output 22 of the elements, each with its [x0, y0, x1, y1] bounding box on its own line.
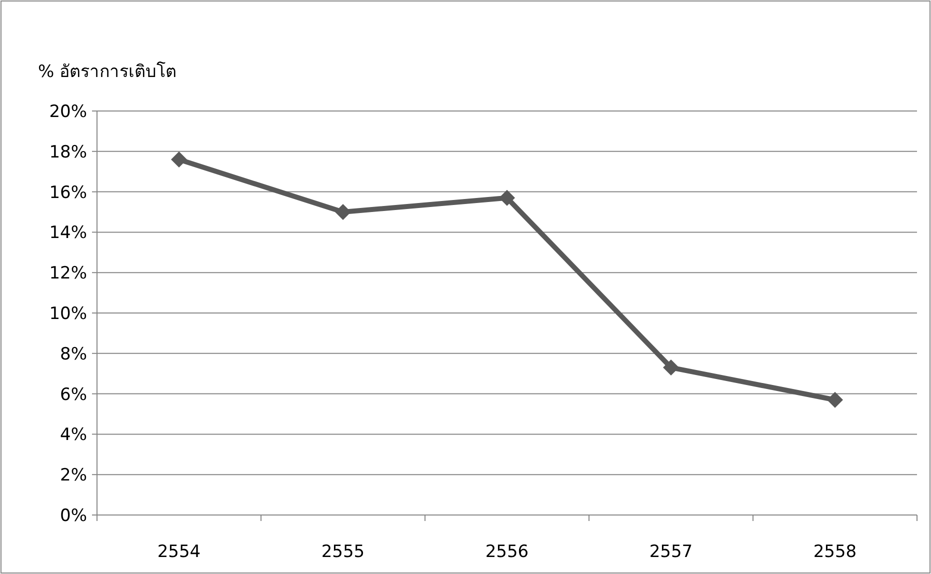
- x-tick-label: 2555: [321, 542, 365, 562]
- y-tick-label: 18%: [49, 142, 87, 162]
- y-tick-label: 2%: [60, 466, 87, 486]
- y-tick-label: 6%: [60, 384, 87, 405]
- x-tick-label: 2556: [485, 542, 529, 562]
- x-tick-label: 2554: [157, 542, 201, 562]
- y-tick-label: 8%: [60, 344, 87, 364]
- point: [499, 190, 515, 206]
- y-tick-label: 12%: [49, 264, 87, 284]
- y-tick-label: 14%: [49, 223, 87, 244]
- y-tick-label: 4%: [60, 425, 87, 446]
- y-axis-title: % อัตราการเติบโต: [38, 61, 177, 82]
- y-tick-label: 16%: [49, 182, 87, 203]
- y-tick-label: 20%: [49, 102, 87, 122]
- point: [335, 204, 351, 220]
- point: [663, 360, 679, 376]
- x-tick-label: 2558: [813, 542, 857, 562]
- y-tick-label: 0%: [60, 506, 87, 526]
- point: [827, 392, 843, 408]
- y-tick-label: 10%: [49, 304, 87, 324]
- point: [171, 151, 187, 168]
- x-tick-label: 2557: [649, 542, 693, 562]
